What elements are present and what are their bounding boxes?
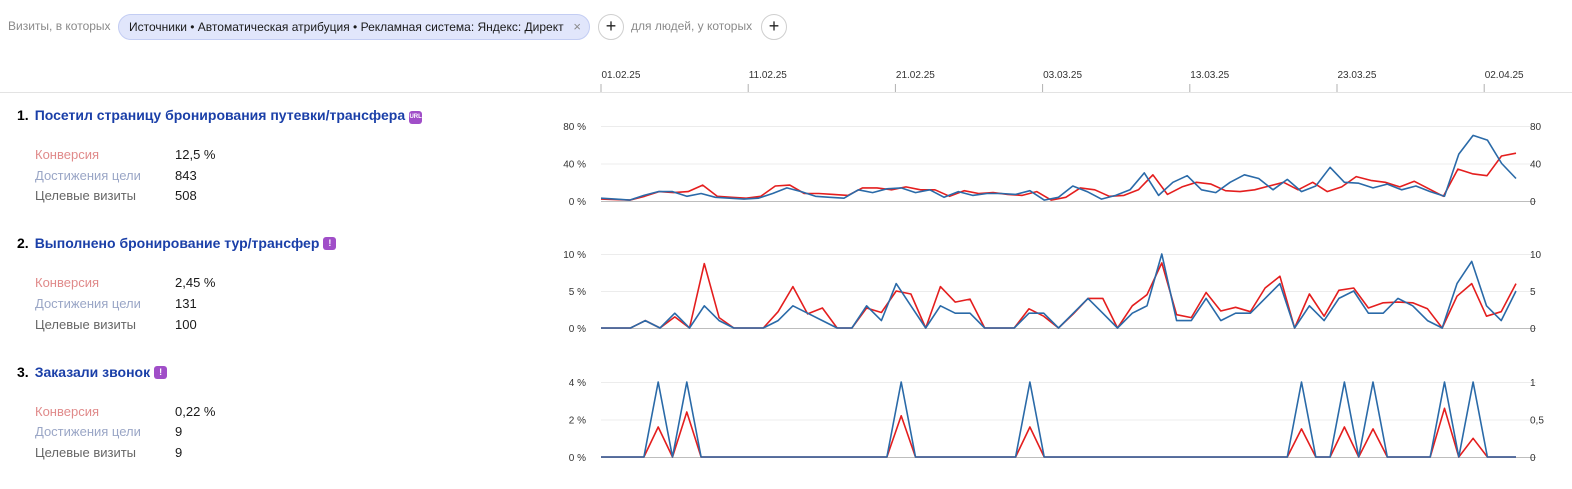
date-tick-label: 23.03.25: [1338, 70, 1377, 81]
reaches-label: Достижения цели: [35, 424, 141, 439]
goal-number: 1.: [17, 107, 29, 123]
visits-label: Целевые визиты: [35, 317, 137, 332]
reaches-value: 843: [175, 168, 197, 183]
conversion-series-line: [600, 152, 1517, 201]
y-tick-label-right: 0: [1530, 197, 1536, 208]
add-visit-condition-button[interactable]: +: [598, 14, 624, 40]
close-icon[interactable]: ×: [573, 19, 581, 34]
y-tick-label-right: 10: [1530, 250, 1542, 261]
reaches-label: Достижения цели: [35, 168, 141, 183]
filter-bar: Визиты, в которых Источники • Автоматиче…: [0, 12, 1572, 42]
y-tick-label-left: 4 %: [569, 378, 586, 389]
goal-chart-1: 80 % 80 40 % 40 0 % 0: [563, 122, 1541, 208]
y-tick-label-right: 80: [1530, 122, 1542, 133]
date-tick-label: 03.03.25: [1043, 70, 1082, 81]
event-badge-icon: !: [323, 237, 337, 250]
visits-condition-label: Визиты, в которых: [8, 19, 111, 33]
visits-label: Целевые визиты: [35, 445, 137, 460]
conversion-value: 2,45 %: [175, 275, 216, 290]
reaches-label: Достижения цели: [35, 296, 141, 311]
goal-chart-2: 10 % 10 5 % 5 0 % 0: [563, 250, 1541, 335]
url-badge-icon: URL: [409, 111, 423, 124]
plus-icon: +: [605, 16, 617, 36]
date-tick-label: 13.03.25: [1190, 70, 1229, 81]
date-tick-label: 02.04.25: [1485, 70, 1524, 81]
y-tick-label-left: 80 %: [563, 122, 586, 133]
y-tick-label-right: 0,5: [1530, 416, 1544, 427]
y-tick-label-left: 0 %: [569, 324, 586, 335]
y-tick-label-right: 5: [1530, 287, 1536, 298]
goal-number: 3.: [17, 364, 29, 380]
y-tick-label-right: 0: [1530, 324, 1536, 335]
y-tick-label-left: 0 %: [569, 197, 586, 208]
date-tick-label: 21.02.25: [896, 70, 935, 81]
y-tick-label-left: 5 %: [569, 287, 586, 298]
visits-value: 100: [175, 317, 197, 332]
people-condition-label: для людей, у которых: [631, 19, 753, 33]
reaches-value: 9: [175, 424, 183, 439]
visits-series-line: [601, 253, 1517, 329]
plus-icon: +: [768, 16, 780, 36]
goal-name: Посетил страницу бронирования путевки/тр…: [34, 107, 406, 123]
conversion-series-line: [601, 262, 1517, 329]
y-tick-label-right: 1: [1530, 378, 1536, 389]
goal-chart-3: 4 % 1 2 % 0,5 0 % 0: [569, 378, 1545, 464]
conversion-label: Конверсия: [35, 275, 100, 290]
visits-label: Целевые визиты: [35, 188, 137, 203]
goal-title-1[interactable]: 1. Посетил страницу бронирования путевки/…: [17, 107, 423, 124]
y-tick-label-left: 2 %: [569, 416, 586, 427]
reaches-value: 131: [175, 296, 197, 311]
conversion-label: Конверсия: [35, 147, 100, 162]
visits-series-line: [600, 134, 1517, 201]
goal-name: Выполнено бронирование тур/трансфер: [34, 235, 320, 251]
conversion-value: 0,22 %: [175, 404, 216, 419]
event-badge-icon: !: [154, 366, 168, 379]
y-tick-label-left: 40 %: [563, 160, 586, 171]
conversion-label: Конверсия: [35, 404, 100, 419]
goal-number: 2.: [17, 235, 29, 251]
add-people-condition-button[interactable]: +: [761, 14, 787, 40]
date-tick-label: 11.02.25: [749, 70, 788, 81]
visits-value: 9: [175, 445, 183, 460]
y-tick-label-left: 0 %: [569, 453, 586, 464]
segment-chip-label: Источники • Автоматическая атрибуция • Р…: [129, 20, 564, 34]
goal-name: Заказали звонок: [34, 364, 151, 380]
conversion-value: 12,5 %: [175, 147, 216, 162]
goal-title-3[interactable]: 3. Заказали звонок!: [17, 364, 168, 380]
visits-series-line: [601, 381, 1516, 458]
segment-chip[interactable]: Источники • Автоматическая атрибуция • Р…: [118, 14, 590, 40]
y-tick-label-right: 40: [1530, 160, 1542, 171]
visits-value: 508: [175, 188, 197, 203]
date-tick-label: 01.02.25: [602, 70, 641, 81]
y-tick-label-right: 0: [1530, 453, 1536, 464]
y-tick-label-left: 10 %: [563, 250, 586, 261]
goal-title-2[interactable]: 2. Выполнено бронирование тур/трансфер!: [17, 235, 337, 251]
